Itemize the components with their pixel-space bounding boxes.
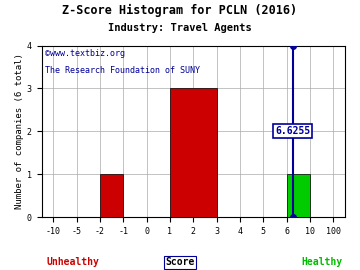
- Text: Z-Score Histogram for PCLN (2016): Z-Score Histogram for PCLN (2016): [62, 4, 298, 17]
- Y-axis label: Number of companies (6 total): Number of companies (6 total): [15, 53, 24, 209]
- Bar: [287, 174, 310, 217]
- Text: 6.6255: 6.6255: [275, 126, 310, 136]
- Bar: [100, 174, 123, 217]
- Text: Score: Score: [165, 257, 195, 267]
- Text: Unhealthy: Unhealthy: [47, 257, 100, 267]
- Text: The Research Foundation of SUNY: The Research Foundation of SUNY: [45, 66, 199, 75]
- Bar: [170, 89, 217, 217]
- Text: Industry: Travel Agents: Industry: Travel Agents: [108, 23, 252, 33]
- Text: ©www.textbiz.org: ©www.textbiz.org: [45, 49, 125, 58]
- Text: Healthy: Healthy: [301, 257, 342, 267]
